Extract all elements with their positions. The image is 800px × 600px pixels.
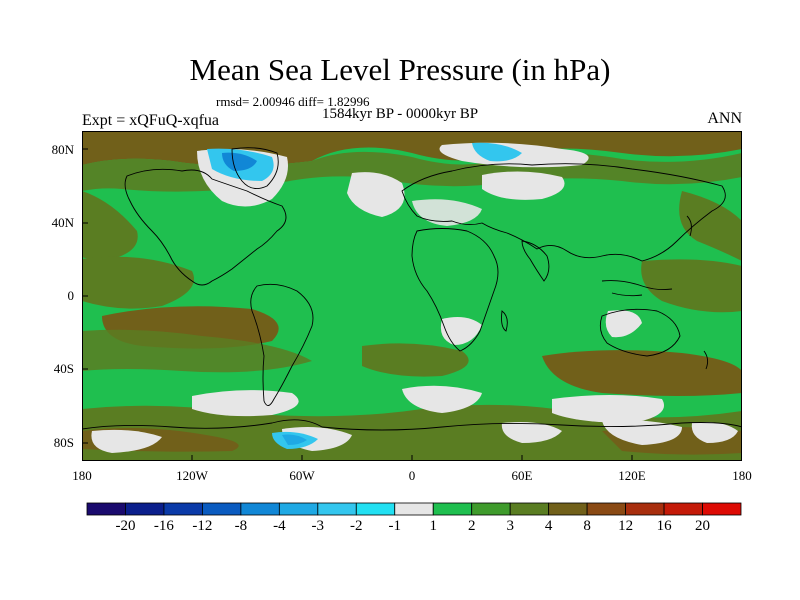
south-atlantic-neutral — [402, 385, 482, 413]
colorbar-label: -2 — [350, 518, 363, 534]
colorbar-label: -16 — [153, 518, 174, 534]
lon-tick-marks — [191, 455, 633, 461]
colorbar-box — [625, 502, 665, 516]
antarctic-neutral-1 — [91, 429, 162, 453]
period-label: 1584kyr BP - 0000kyr BP — [322, 106, 479, 122]
coastlines — [82, 147, 742, 431]
tropical-pacific-olive-east — [641, 259, 742, 313]
europe-neutral — [412, 199, 482, 226]
colorbar-label: 2 — [467, 518, 476, 534]
coast-madagascar — [501, 310, 508, 332]
colorbar-box — [125, 502, 165, 516]
antarctic-neutral-5 — [691, 422, 738, 443]
colorbar-label: 20 — [695, 518, 710, 534]
colorbar-box — [278, 502, 319, 516]
colorbar-label: 3 — [506, 518, 514, 534]
siberia-negative — [472, 142, 522, 162]
colorbar — [86, 502, 742, 516]
north-atlantic-neutral — [347, 172, 405, 217]
antarctic-strong-negative — [282, 434, 307, 445]
lon-label-180e: 180 — [732, 468, 752, 483]
lat-tick-marks — [82, 148, 88, 444]
australia-neutral — [605, 310, 642, 338]
tropical-pacific-olive — [82, 256, 194, 309]
lat-label-80n: 80N — [51, 142, 74, 157]
coast-antarctica — [82, 419, 742, 431]
lon-label-120w: 120W — [176, 468, 208, 483]
coast-australia — [599, 308, 681, 357]
colorbar-box — [240, 502, 280, 516]
lat-label-40s: 40S — [53, 361, 74, 376]
coast-japan — [686, 215, 692, 237]
colorbar-box — [317, 502, 357, 516]
colorbar-box — [163, 502, 203, 516]
coast-india — [521, 240, 550, 282]
north-pacific-olive-east — [679, 191, 742, 261]
season-label: ANN — [707, 110, 742, 127]
anomaly-fill — [82, 131, 742, 461]
colorbar-boxes — [86, 502, 742, 516]
colorbar-box — [86, 502, 126, 516]
antarctic-neutral-3 — [501, 422, 562, 443]
pressure-map — [82, 131, 742, 461]
lon-label-0: 0 — [408, 468, 416, 483]
colorbar-label: -8 — [234, 518, 248, 534]
coast-new-zealand — [703, 350, 709, 370]
colorbar-box — [202, 502, 242, 516]
colorbar-box — [394, 502, 434, 516]
colorbar-label: 12 — [618, 518, 634, 534]
colorbar-label: 4 — [544, 518, 553, 534]
lat-label-80s: 80S — [53, 435, 74, 450]
south-atlantic-olive — [362, 343, 469, 377]
map-title: Mean Sea Level Pressure (in hPa) — [189, 52, 611, 87]
rmsd-diff-stats: rmsd= 2.00946 diff= 1.82996 — [216, 94, 370, 109]
africa-neutral — [440, 317, 482, 345]
coast-eurasia — [401, 163, 726, 262]
colorbar-box — [355, 502, 396, 516]
lat-label-0: 0 — [67, 288, 75, 303]
colorbar-label: -20 — [115, 518, 136, 534]
lat-label-40n: 40N — [51, 215, 74, 230]
colorbar-box — [702, 502, 742, 516]
south-pacific-neutral — [192, 390, 299, 417]
colorbar-label: -3 — [311, 518, 325, 534]
coast-indonesia — [601, 280, 673, 297]
colorbar-box — [471, 502, 511, 516]
colorbar-label: -1 — [388, 518, 402, 534]
lon-label-60w: 60W — [289, 468, 315, 483]
colorbar-label: 16 — [656, 518, 672, 534]
south-indian-brown — [542, 350, 742, 396]
colorbar-box — [663, 502, 703, 516]
colorbar-box — [432, 502, 473, 516]
colorbar-box — [586, 502, 626, 516]
lon-label-180w: 180 — [72, 468, 92, 483]
lon-label-60e: 60E — [511, 468, 533, 483]
colorbar-label: -12 — [192, 518, 213, 534]
colorbar-label: 8 — [583, 518, 591, 534]
coast-africa — [411, 228, 499, 352]
greenland-strong-negative — [222, 152, 257, 171]
coast-south-america — [250, 283, 314, 406]
siberia-neutral — [482, 171, 565, 200]
experiment-label: Expt = xQFuQ-xqfua — [82, 112, 220, 129]
lon-label-120e: 120E — [618, 468, 646, 483]
colorbar-box — [509, 502, 550, 516]
colorbar-label: 1 — [429, 518, 437, 534]
south-indian-neutral — [552, 395, 664, 423]
coast-north-america — [124, 168, 287, 286]
colorbar-box — [548, 502, 588, 516]
colorbar-label: -4 — [273, 518, 286, 534]
coast-greenland — [231, 147, 279, 190]
south-pacific-olive — [82, 329, 312, 373]
north-pacific-olive — [82, 191, 138, 260]
